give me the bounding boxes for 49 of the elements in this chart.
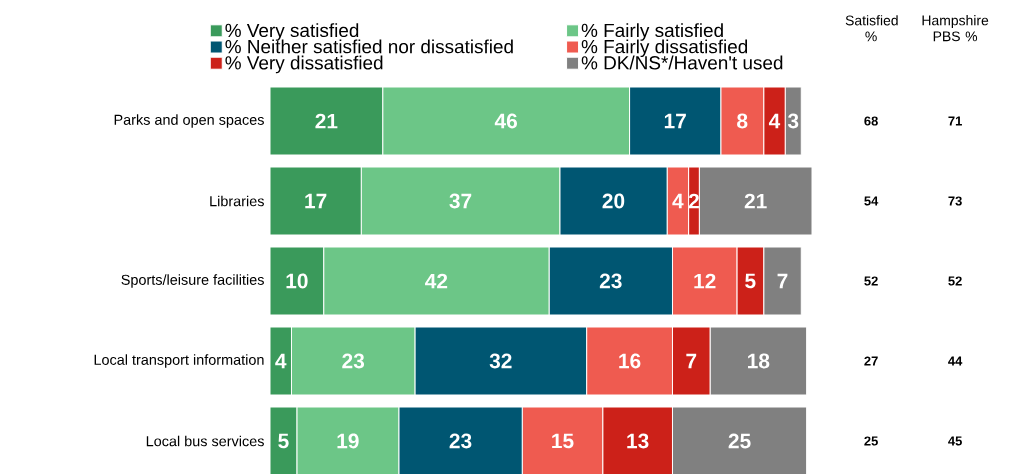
data-label: 2 [688, 193, 699, 209]
data-label: 19 [337, 433, 359, 449]
data-label: 17 [664, 113, 686, 129]
legend-label: % Very dissatisfied [225, 55, 383, 74]
data-label: 5 [278, 433, 289, 449]
data-label: 4 [768, 113, 781, 129]
data-label: 37 [449, 193, 472, 209]
y-tick-label: Parks and open spaces [114, 114, 264, 128]
text: 27 [864, 356, 878, 366]
text: Satisfied % [845, 15, 898, 42]
y-tick-label: Libraries [210, 195, 264, 207]
data-label: 25 [728, 433, 751, 449]
text: Hampshire PBS % [922, 15, 989, 42]
data-label: 8 [737, 113, 748, 129]
data-label: 7 [686, 353, 697, 369]
text: 73 [948, 196, 962, 206]
y-tick-label: Sports/leisure facilities [121, 274, 264, 288]
data-label: 20 [602, 193, 625, 209]
text: 44 [948, 356, 963, 366]
text: 52 [948, 276, 962, 286]
data-label: 15 [552, 433, 574, 449]
data-label: 32 [489, 353, 512, 369]
data-label: 5 [745, 273, 756, 289]
legend-label: % Neither satisfied nor dissatisfied [225, 39, 513, 54]
text: 54 [864, 196, 879, 206]
text: 71 [948, 116, 962, 126]
text: 45 [948, 436, 962, 446]
data-label: 18 [748, 353, 770, 369]
data-label: 23 [599, 273, 622, 289]
data-label: 4 [672, 193, 684, 209]
data-label: 4 [275, 353, 287, 369]
data-label: 16 [619, 353, 641, 369]
text: 25 [864, 436, 878, 446]
data-label: 21 [315, 113, 338, 129]
data-label: 23 [342, 353, 365, 369]
data-label: 3 [787, 113, 799, 129]
data-label: 17 [305, 193, 327, 209]
text: 52 [864, 276, 878, 286]
data-label: 46 [494, 113, 517, 129]
data-label: 21 [744, 193, 767, 209]
data-label: 12 [694, 273, 716, 289]
data-label: 42 [425, 273, 448, 289]
data-label: 23 [449, 433, 472, 449]
y-tick-label: Local transport information [94, 354, 264, 368]
data-label: 7 [777, 273, 788, 289]
y-tick-label: Local bus services [146, 435, 264, 447]
data-label: 10 [286, 273, 308, 289]
data-label: 13 [627, 433, 649, 449]
text: 68 [864, 116, 878, 126]
